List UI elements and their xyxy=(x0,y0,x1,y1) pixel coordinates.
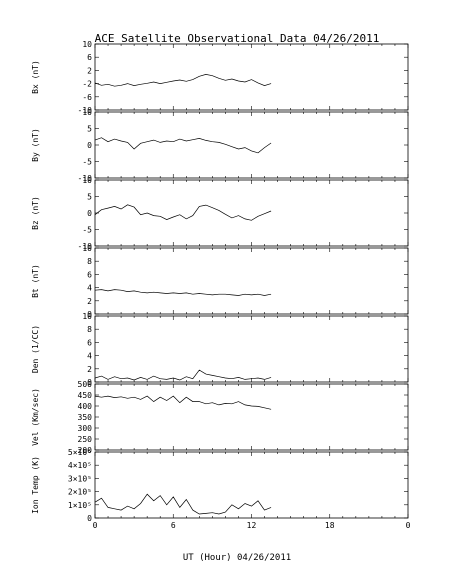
x-tick-label: 18 xyxy=(325,521,335,530)
y-axis-label: Vel (Km/sec) xyxy=(31,388,40,446)
panel-frame xyxy=(94,315,409,383)
chart-title: ACE Satellite Observational Data 04/26/2… xyxy=(95,32,380,45)
y-tick-label: -6 xyxy=(82,93,92,102)
y-tick-label: 5 xyxy=(87,125,92,134)
y-tick-label: 2×10⁵ xyxy=(68,488,92,497)
panel-frame xyxy=(94,383,409,451)
y-tick-label: 450 xyxy=(78,391,93,400)
panel-frame xyxy=(94,43,409,111)
panel-frame xyxy=(94,111,409,179)
panel-7: 5×10⁵ 4×10⁵ 3×10⁵ 2×10⁵ 1×10⁵ 0 Ion Temp (K) xyxy=(31,448,409,523)
y-tick-label: 8 xyxy=(87,257,92,266)
y-tick-label: 0 xyxy=(87,378,92,387)
y-tick-label: 350 xyxy=(78,413,93,422)
x-tick-label: 0 xyxy=(93,521,98,530)
y-axis-label: Den (1/CC) xyxy=(31,325,40,373)
series-line xyxy=(94,204,272,221)
series-line xyxy=(94,493,272,515)
y-tick-label: 6 xyxy=(87,53,92,62)
y-tick-label: 4×10⁵ xyxy=(68,461,92,470)
y-tick-label: 0 xyxy=(87,141,92,150)
x-tick-label: 6 xyxy=(171,521,176,530)
series-line xyxy=(94,369,272,381)
y-tick-label: 4 xyxy=(87,284,92,293)
panel-6: 500 450 400 350 300 250 200 Vel (Km/sec) xyxy=(31,380,409,455)
x-axis-label: UT (Hour) 04/26/2011 xyxy=(183,553,291,563)
panel-5: 10 8 6 4 2 0 Den (1/CC) xyxy=(31,312,409,387)
panel-frame xyxy=(94,247,409,315)
y-tick-label: 8 xyxy=(87,325,92,334)
y-tick-label: 300 xyxy=(78,424,93,433)
y-tick-label: 10 xyxy=(82,244,92,253)
panels-group: 10 6 2 -2 -6 -10 Bx (nT) 10 5 0 -5 -10 By (nT) 10 5 0 -5… xyxy=(31,40,411,530)
y-tick-label: 0 xyxy=(87,514,92,523)
panel-frame xyxy=(94,179,409,247)
y-tick-label: 1×10⁵ xyxy=(68,501,92,510)
y-axis-label: Bz (nT) xyxy=(31,196,40,230)
y-axis-label: Bt (nT) xyxy=(31,264,40,298)
series-line xyxy=(94,137,272,154)
y-tick-label: -5 xyxy=(82,158,92,167)
y-tick-label: 10 xyxy=(82,40,92,49)
y-tick-label: -2 xyxy=(82,80,92,89)
y-tick-label: 2 xyxy=(87,365,92,374)
y-tick-label: 5 xyxy=(87,193,92,202)
y-tick-label: 6 xyxy=(87,338,92,347)
panel-2: 10 5 0 -5 -10 By (nT) xyxy=(31,108,409,183)
y-tick-label: 0 xyxy=(87,209,92,218)
y-tick-label: 6 xyxy=(87,270,92,279)
y-tick-label: 500 xyxy=(78,380,93,389)
panel-1: 10 6 2 -2 -6 -10 Bx (nT) xyxy=(31,40,409,115)
panel-3: 10 5 0 -5 -10 Bz (nT) xyxy=(31,176,409,251)
y-tick-label: -10 xyxy=(78,242,93,251)
y-tick-label: 2 xyxy=(87,297,92,306)
x-tick-label: 0 xyxy=(406,521,411,530)
y-axis-label: Bx (nT) xyxy=(31,60,40,94)
series-line xyxy=(94,395,272,410)
panel-4: 10 8 6 4 2 0 Bt (nT) xyxy=(31,244,409,319)
y-axis-label: Ion Temp (K) xyxy=(31,456,40,514)
y-tick-label: -10 xyxy=(78,174,93,183)
series-line xyxy=(94,289,272,296)
y-tick-label: 5×10⁵ xyxy=(68,448,92,457)
y-tick-label: 250 xyxy=(78,435,93,444)
y-tick-label: 200 xyxy=(78,446,93,455)
y-tick-label: -5 xyxy=(82,226,92,235)
y-tick-label: 10 xyxy=(82,176,92,185)
y-tick-label: 10 xyxy=(82,312,92,321)
x-tick-label: 12 xyxy=(247,521,257,530)
series-line xyxy=(94,74,272,87)
y-tick-label: 2 xyxy=(87,66,92,75)
y-tick-label: -10 xyxy=(78,106,93,115)
y-tick-label: 10 xyxy=(82,108,92,117)
y-tick-label: 3×10⁵ xyxy=(68,474,92,483)
panel-frame xyxy=(94,451,409,519)
y-tick-label: 400 xyxy=(78,402,93,411)
y-axis-label: By (nT) xyxy=(31,128,40,162)
y-tick-label: 4 xyxy=(87,352,92,361)
y-tick-label: 0 xyxy=(87,310,92,319)
